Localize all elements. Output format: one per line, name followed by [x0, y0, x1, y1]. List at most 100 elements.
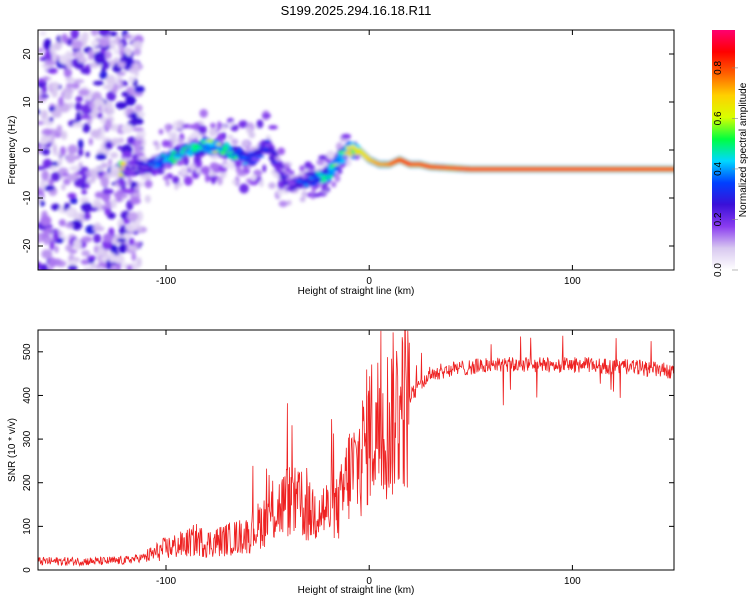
noise-blob	[67, 173, 78, 182]
ridge-blob	[144, 159, 151, 162]
noise-blob	[94, 191, 104, 199]
y-tick-label: 200	[22, 474, 33, 491]
ridge-blob	[325, 177, 332, 180]
ridge-blob	[223, 147, 230, 150]
noise-blob	[93, 233, 102, 244]
halo-blob	[250, 174, 258, 181]
ridge-blob	[154, 156, 161, 159]
ridge-blob	[211, 150, 218, 154]
noise-blob	[93, 245, 99, 254]
colorbar-gradient	[712, 30, 735, 270]
noise-blob	[54, 245, 59, 254]
ridge-blob	[167, 158, 174, 161]
noise-blob	[67, 144, 78, 155]
noise-blob	[90, 263, 99, 269]
noise-blob	[100, 176, 110, 188]
ridge-blob	[136, 159, 143, 163]
noise-blob	[113, 256, 125, 264]
halo-blob	[242, 140, 250, 147]
ridge-blob	[276, 166, 283, 169]
noise-blob	[81, 236, 93, 243]
noise-blob	[88, 49, 94, 61]
ridge-blob	[158, 156, 165, 160]
ridge-blob	[254, 148, 261, 153]
halo-blob	[312, 193, 321, 198]
halo-blob	[132, 196, 138, 204]
noise-blob	[66, 154, 76, 164]
halo-blob	[236, 171, 247, 177]
ridge-blob	[260, 142, 267, 145]
noise-blob	[110, 265, 118, 270]
snr-xlabel: Height of straight line (km)	[298, 585, 415, 596]
snr-series-line	[38, 330, 674, 568]
ridge-blob	[124, 164, 131, 168]
noise-blob	[109, 59, 116, 67]
noise-blob	[81, 104, 93, 115]
y-tick-label: 400	[22, 387, 33, 404]
noise-blob	[133, 61, 140, 72]
ridge-blob	[209, 144, 216, 147]
ridge-blob	[349, 150, 356, 154]
noise-blob	[39, 31, 47, 36]
noise-blob	[78, 88, 90, 97]
ridge-blob	[339, 159, 346, 164]
noise-blob	[69, 165, 81, 172]
noise-blob	[90, 129, 101, 138]
noise-blob	[108, 253, 116, 263]
ridge-blob	[228, 151, 235, 154]
halo-blob	[326, 150, 336, 160]
noise-blob	[51, 81, 60, 91]
noise-blob	[58, 219, 66, 227]
noise-blob	[39, 200, 45, 207]
ridge-blob	[236, 154, 243, 157]
noise-blob	[40, 215, 52, 226]
ridge-blob	[309, 176, 316, 180]
halo-blob	[256, 119, 264, 129]
halo-blob	[130, 192, 140, 197]
halo-blob	[189, 163, 196, 171]
noise-blob	[48, 116, 54, 122]
ridge-blob	[291, 187, 298, 190]
ridge-blob	[122, 172, 129, 175]
halo-blob	[126, 179, 131, 187]
colorbar-tick-label: 0.2	[713, 212, 724, 226]
noise-blob	[104, 118, 112, 130]
ridge-blob	[187, 153, 194, 156]
ridge-blob	[252, 160, 259, 163]
ridge-blob	[280, 180, 287, 183]
halo-blob	[318, 155, 328, 161]
halo-blob	[192, 169, 197, 179]
y-tick-label: -20	[22, 238, 33, 253]
halo-blob	[144, 179, 153, 189]
noise-blob	[128, 237, 135, 246]
ridge-blob	[358, 150, 365, 153]
noise-blob	[89, 62, 99, 69]
halo-blob	[172, 175, 180, 185]
halo-blob	[248, 131, 256, 139]
halo-blob	[238, 120, 248, 129]
ridge-blob	[343, 152, 350, 155]
noise-blob	[38, 144, 43, 154]
noise-blob	[52, 230, 59, 242]
noise-blob	[51, 203, 61, 211]
noise-blob	[109, 169, 121, 178]
ridge-blob	[351, 147, 358, 150]
noise-blob	[95, 153, 107, 161]
y-tick-label: -10	[22, 190, 33, 205]
ridge-blob	[215, 143, 222, 146]
halo-blob	[227, 134, 234, 140]
noise-blob	[110, 152, 119, 159]
halo-blob	[177, 137, 184, 144]
ridge-blob	[331, 159, 338, 164]
ridge-blob	[165, 155, 172, 158]
noise-blob	[43, 236, 49, 246]
colorbar-label: Normalized spectral amplitude	[738, 82, 749, 217]
ridge-blob	[315, 171, 322, 175]
noise-blob	[102, 84, 115, 90]
ridge-blob	[219, 152, 226, 155]
noise-blob	[72, 122, 84, 128]
halo-blob	[277, 188, 283, 198]
noise-blob	[92, 80, 105, 86]
